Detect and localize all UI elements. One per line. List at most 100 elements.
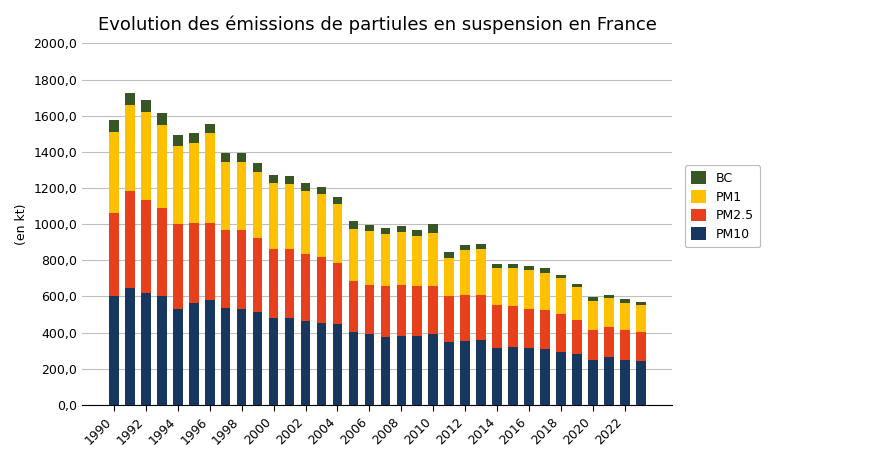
Bar xyxy=(445,257,454,297)
Bar xyxy=(429,224,438,233)
Bar xyxy=(492,348,502,405)
Bar xyxy=(460,340,470,405)
Bar xyxy=(524,266,534,270)
Bar xyxy=(620,330,630,360)
Bar xyxy=(380,234,390,286)
Bar xyxy=(317,322,326,405)
Bar xyxy=(604,298,614,327)
Bar xyxy=(397,226,406,232)
Bar xyxy=(237,231,246,309)
Bar xyxy=(141,200,151,293)
Bar xyxy=(205,124,214,133)
Bar xyxy=(237,309,246,405)
Bar xyxy=(189,223,198,303)
Bar xyxy=(317,257,326,322)
Bar xyxy=(220,230,230,308)
Bar xyxy=(157,297,167,405)
Bar xyxy=(541,349,549,405)
Bar xyxy=(476,295,486,340)
Bar xyxy=(141,293,151,405)
Bar xyxy=(125,92,135,105)
Bar xyxy=(492,264,502,268)
Bar xyxy=(220,308,230,405)
Bar xyxy=(476,340,486,405)
Bar xyxy=(557,275,565,278)
Bar xyxy=(253,172,263,237)
Bar xyxy=(141,100,151,112)
Bar xyxy=(476,249,486,295)
Bar xyxy=(348,229,358,281)
Bar xyxy=(348,281,358,332)
Bar xyxy=(269,318,279,405)
Bar xyxy=(157,208,167,297)
Bar xyxy=(413,336,422,405)
Bar xyxy=(445,342,454,405)
Bar xyxy=(413,286,422,336)
Bar xyxy=(604,295,614,298)
Bar xyxy=(301,183,310,191)
Bar xyxy=(413,231,422,236)
Bar xyxy=(285,184,295,249)
Bar xyxy=(429,286,438,334)
Bar xyxy=(397,285,406,336)
Bar xyxy=(636,302,646,305)
Bar xyxy=(157,113,167,125)
Bar xyxy=(429,233,438,286)
Bar xyxy=(333,204,342,263)
Bar xyxy=(492,268,502,305)
Bar xyxy=(109,297,119,405)
Bar xyxy=(604,327,614,357)
Bar xyxy=(109,132,119,213)
Bar xyxy=(237,153,246,162)
Bar xyxy=(380,337,390,405)
Bar xyxy=(364,334,374,405)
Bar xyxy=(269,175,279,183)
Bar xyxy=(301,191,310,254)
Bar xyxy=(508,347,518,405)
Bar xyxy=(125,191,135,288)
Bar xyxy=(636,361,646,405)
Bar xyxy=(364,285,374,334)
Bar xyxy=(173,135,183,146)
Bar xyxy=(189,143,198,223)
Bar xyxy=(269,183,279,249)
Bar xyxy=(397,336,406,405)
Bar xyxy=(460,295,470,340)
Bar xyxy=(237,162,246,231)
Bar xyxy=(620,299,630,303)
Bar xyxy=(429,334,438,405)
Bar xyxy=(572,320,582,354)
Bar xyxy=(285,249,295,318)
Bar xyxy=(508,306,518,347)
Bar xyxy=(253,312,263,405)
Bar xyxy=(333,263,342,324)
Bar xyxy=(141,112,151,200)
Bar xyxy=(524,309,534,348)
Bar xyxy=(508,264,518,268)
Bar xyxy=(460,245,470,250)
Bar xyxy=(380,228,390,234)
Bar xyxy=(557,278,565,315)
Bar xyxy=(541,273,549,310)
Bar xyxy=(333,324,342,405)
Bar xyxy=(445,252,454,257)
Bar xyxy=(588,330,598,360)
Bar xyxy=(445,297,454,342)
Bar xyxy=(189,133,198,143)
Bar xyxy=(588,301,598,330)
Bar xyxy=(253,164,263,172)
Bar xyxy=(572,287,582,320)
Bar xyxy=(397,232,406,285)
Bar xyxy=(173,146,183,224)
Bar xyxy=(460,250,470,295)
Bar xyxy=(220,162,230,230)
Bar xyxy=(253,237,263,312)
Bar xyxy=(125,288,135,405)
Bar xyxy=(492,305,502,348)
Bar xyxy=(205,223,214,300)
Bar xyxy=(173,309,183,405)
Bar xyxy=(173,224,183,309)
Bar xyxy=(205,300,214,405)
Bar xyxy=(285,318,295,405)
Bar xyxy=(269,249,279,318)
